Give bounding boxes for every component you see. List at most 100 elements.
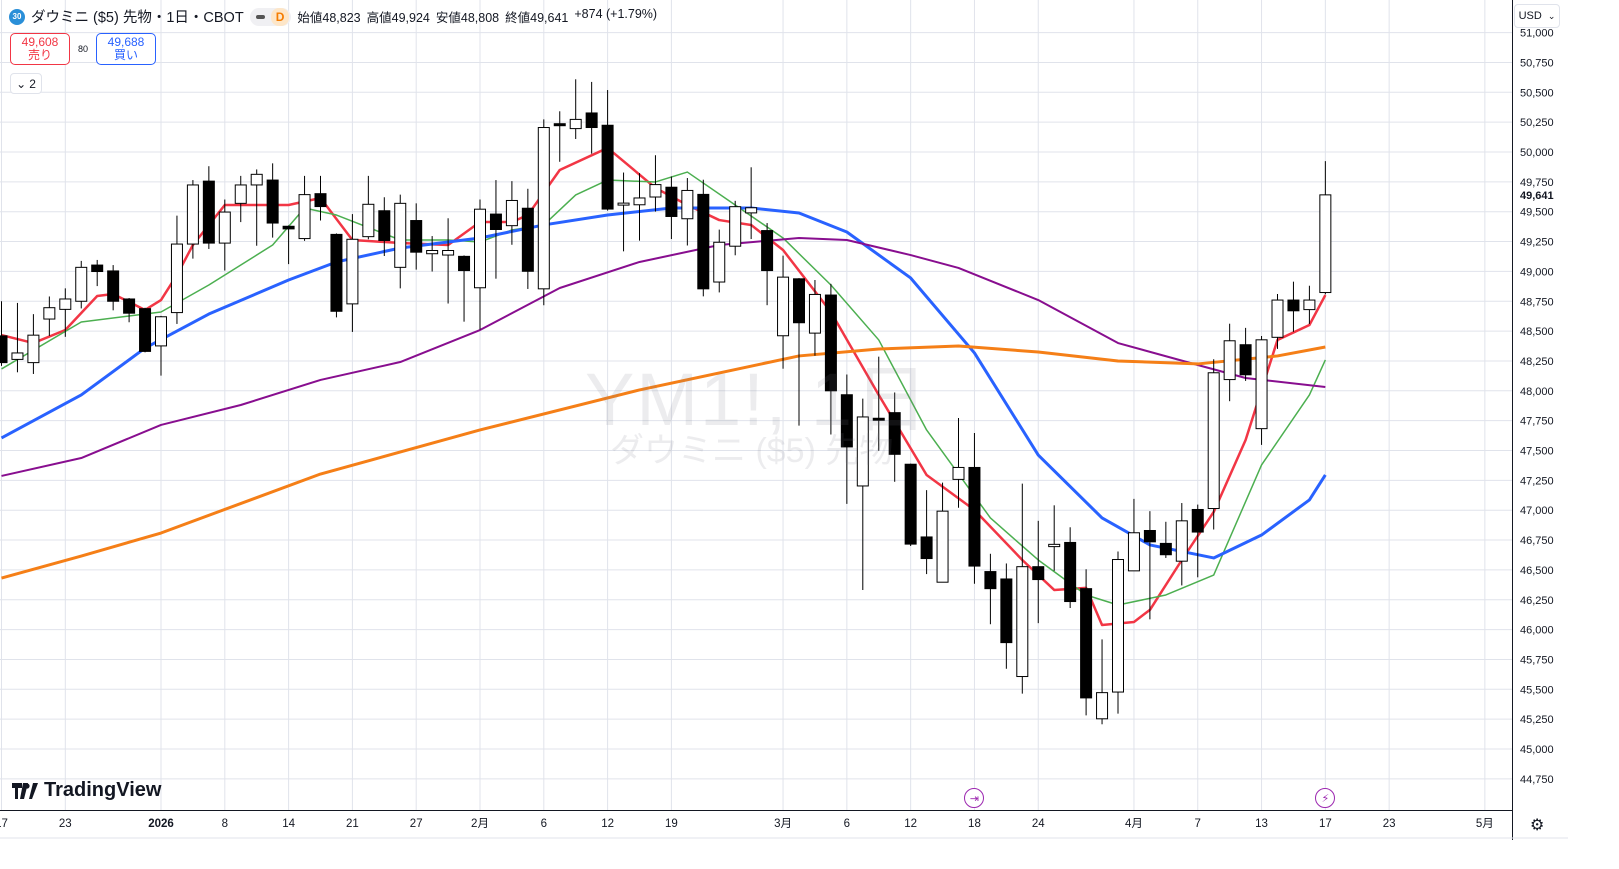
candle [282, 225, 295, 265]
close-value: 49,641 [530, 11, 569, 25]
candle [904, 463, 917, 547]
high-label: 高値 [366, 11, 392, 25]
price-tick-label: 49,500 [1520, 207, 1554, 219]
time-tick-label: 6 [844, 818, 850, 830]
candle-body [1271, 299, 1284, 338]
candle-body [681, 189, 694, 220]
candle-body [107, 270, 120, 302]
lightning-icon[interactable]: ⚡ [1315, 788, 1336, 808]
currency-selector[interactable]: USD ⌄ [1514, 4, 1560, 28]
market-status-pill[interactable]: D [249, 7, 292, 26]
price-tick-label: 45,250 [1520, 714, 1554, 726]
candle [1223, 323, 1236, 402]
indicators-toggle[interactable]: ⌄ 2 [10, 73, 42, 94]
candle-body [936, 510, 949, 583]
candle-body [1239, 344, 1252, 376]
candle-body [984, 571, 997, 590]
chart-settings-gear-icon[interactable]: ⚙ [1530, 817, 1545, 834]
candle-body [202, 180, 215, 244]
candle [170, 215, 183, 324]
candle [745, 167, 758, 240]
candle-body [1143, 529, 1156, 543]
candle-body [617, 202, 630, 206]
buy-button[interactable]: 49,688 買い [96, 33, 157, 65]
candle-body [856, 416, 869, 487]
time-tick-label: 21 [346, 818, 359, 830]
candle [1191, 504, 1204, 578]
candle [537, 119, 550, 306]
candle-body [378, 210, 391, 241]
candle-body [665, 186, 678, 217]
candle [442, 218, 455, 304]
open-label: 始値 [297, 11, 323, 25]
candle-body [1175, 520, 1188, 562]
candle-body [1207, 372, 1220, 510]
time-tick-label: 7 [1195, 818, 1201, 830]
candle-body [888, 412, 901, 455]
candle [1239, 327, 1252, 381]
candle-body [1303, 299, 1316, 311]
ohlc-values: 始値48,823 高値49,924 安値48,808 終値49,641 +874… [297, 7, 657, 26]
candle-body [298, 194, 311, 240]
candle-body [43, 307, 56, 320]
candle-body [968, 466, 981, 567]
candle [840, 374, 853, 504]
candle-body [952, 466, 965, 480]
candle-body [793, 278, 805, 324]
candle [808, 279, 821, 356]
candle-body [569, 118, 582, 130]
candle [1080, 569, 1093, 716]
candle [936, 482, 949, 583]
candle-body [266, 179, 279, 224]
candle [474, 199, 486, 330]
time-tick-label: 5月 [1476, 818, 1494, 830]
sell-button[interactable]: 49,608 売り [10, 33, 70, 65]
candle [330, 233, 343, 318]
candle [1271, 293, 1284, 349]
price-tick-label: 46,500 [1520, 565, 1554, 577]
candle-body [761, 230, 774, 272]
candle [777, 255, 790, 369]
candle [1096, 639, 1109, 725]
candle [888, 392, 901, 482]
candle [1032, 520, 1045, 624]
low-label: 安値 [435, 11, 461, 25]
time-tick-label: 17 [0, 818, 8, 830]
interval-badge: D [270, 7, 290, 26]
candle [665, 176, 678, 240]
candle [1064, 527, 1077, 608]
candle [920, 490, 933, 575]
candle [681, 178, 694, 246]
candle-body [745, 207, 758, 214]
candle [521, 188, 534, 289]
candle-body [1032, 566, 1045, 581]
candle-body [394, 202, 407, 268]
price-tick-label: 47,750 [1520, 416, 1554, 428]
candle [872, 356, 885, 451]
candle [75, 260, 88, 309]
price-tick-label: 49,250 [1520, 237, 1554, 249]
candle-body [139, 308, 152, 352]
candle [1159, 521, 1172, 558]
price-tick-label: 49,000 [1520, 266, 1554, 278]
tradingview-logo[interactable]: TradingView [12, 779, 161, 802]
split-arrow-icon[interactable]: ⇥ [964, 788, 985, 808]
time-tick-label: 23 [1383, 818, 1396, 830]
candle-body [314, 193, 327, 208]
price-tick-label: 47,500 [1520, 446, 1554, 458]
candle-body [59, 298, 72, 310]
candle [314, 175, 327, 221]
candle-body [282, 225, 295, 230]
candle-body [27, 334, 40, 364]
last-price-label: 49,641 [1520, 190, 1554, 202]
symbol-title[interactable]: ダウミニ ($5) 先物・1日・CBOT [31, 10, 244, 26]
candle-body [1000, 578, 1013, 644]
candle [298, 175, 311, 241]
candle [1127, 498, 1140, 572]
candle [410, 203, 423, 270]
time-tick-label: 4月 [1125, 818, 1143, 830]
candle-body [1191, 508, 1204, 533]
low-value: 48,808 [460, 11, 500, 25]
close-label: 終値 [505, 11, 531, 25]
